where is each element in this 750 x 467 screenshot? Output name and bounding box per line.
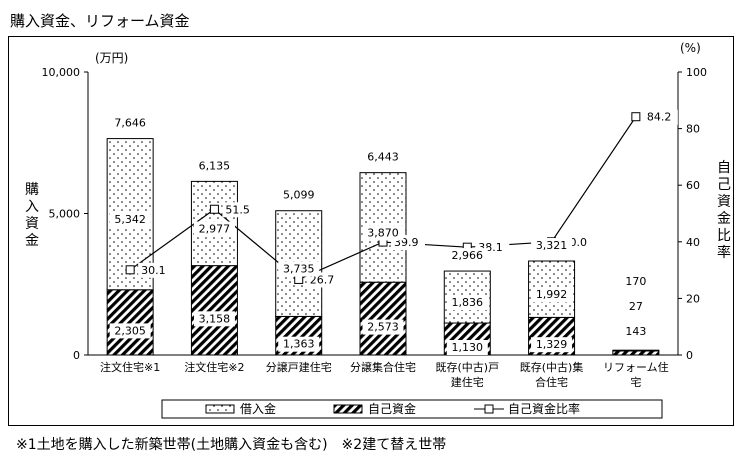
own-funds-label-bg [622, 324, 650, 339]
bar-loan [612, 349, 660, 352]
total-label: 6,135 [199, 159, 231, 172]
y-left-tick-label: 0 [73, 349, 80, 362]
loan-label: 27 [629, 300, 643, 313]
y-left-tick-label: 5,000 [49, 208, 81, 221]
total-label-bg [622, 274, 650, 289]
loan-label-bg [193, 221, 235, 237]
legend-label-own-funds: 自己資金 [368, 401, 416, 416]
y-left-label: 購入資金 [25, 182, 39, 249]
chart-frame [8, 36, 734, 426]
footnote: ※1土地を購入した新築世帯(土地購入資金も含む) ※2建て替え世帯 [16, 437, 447, 453]
ratio-label: 51.5 [225, 203, 250, 216]
own-funds-label: 143 [625, 325, 646, 338]
category-label: 既存(中古)集 [520, 360, 584, 374]
loan-label: 1,992 [536, 288, 568, 301]
legend-swatch-loan [205, 404, 235, 414]
ratio-marker [294, 274, 304, 284]
category-label: 注文住宅※1 [100, 360, 160, 374]
category-label: 既存(中古)戸 [435, 360, 499, 374]
own-funds-label: 1,130 [452, 341, 484, 354]
own-funds-label: 2,305 [114, 324, 146, 337]
total-label: 2,966 [452, 249, 484, 262]
total-label-bg [278, 187, 320, 203]
category-label: 分譲集合住宅 [350, 360, 416, 374]
total-label: 170 [625, 275, 646, 288]
legend-label-ratio: 自己資金比率 [508, 401, 580, 416]
total-label-bg [531, 238, 573, 254]
own-funds-label: 1,363 [283, 338, 315, 351]
category-label: リフォーム住 [603, 360, 669, 374]
bar-own-funds [190, 265, 238, 356]
total-label-bg [193, 158, 235, 174]
y-left-unit: (万円) [95, 51, 128, 65]
y-left-tick-label: 10,000 [42, 66, 81, 79]
ratio-label: 30.1 [141, 264, 166, 277]
bar-own-funds [106, 289, 154, 356]
own-funds-label: 3,158 [199, 312, 231, 325]
legend-swatch-own-funds [333, 404, 363, 414]
loan-label-bg [446, 295, 488, 311]
legend-swatch-ratio-marker [484, 404, 494, 414]
loan-label: 3,735 [283, 263, 315, 276]
own-funds-label: 1,329 [536, 338, 568, 351]
own-funds-label: 2,573 [367, 321, 399, 334]
y-right-unit: (%) [680, 41, 701, 55]
bar-own-funds [359, 281, 407, 356]
own-funds-label-bg [531, 337, 573, 353]
loan-label-bg [109, 212, 151, 228]
loan-label: 5,342 [114, 213, 146, 226]
ratio-label: 84.2 [647, 111, 672, 124]
category-label: 宅 [630, 375, 641, 389]
y-right-tick-label: 0 [686, 349, 693, 362]
loan-label-bg [362, 225, 404, 241]
loan-label-bg [531, 287, 573, 303]
ratio-label: 26.7 [310, 273, 335, 286]
y-right-tick-label: 100 [686, 66, 707, 79]
own-funds-label-bg [362, 319, 404, 335]
total-label: 3,321 [536, 239, 568, 252]
category-label: 建住宅 [451, 375, 484, 389]
category-label: 合住宅 [535, 375, 568, 389]
bar-own-funds [612, 350, 660, 356]
ratio-label-bg [222, 202, 257, 218]
category-label: 注文住宅※2 [184, 360, 244, 374]
own-funds-label-bg [278, 336, 320, 352]
total-label-bg [362, 149, 404, 165]
total-label-bg [446, 248, 488, 264]
page-title: 購入資金、リフォーム資金 [10, 12, 190, 30]
total-label: 6,443 [367, 151, 399, 164]
legend-label-loan: 借入金 [240, 401, 276, 416]
loan-label-bg [278, 261, 320, 277]
ratio-label-bg [643, 109, 678, 125]
loan-label: 3,870 [367, 226, 399, 239]
total-label: 7,646 [114, 117, 146, 130]
loan-label: 2,977 [199, 223, 231, 236]
y-right-tick-label: 20 [686, 292, 700, 305]
loan-label-bg [625, 299, 646, 314]
legend-box [161, 399, 663, 419]
ratio-label-bg [138, 262, 173, 278]
y-right-tick-label: 60 [686, 179, 700, 192]
total-label-bg [109, 115, 151, 131]
ratio-marker [125, 265, 135, 275]
total-label: 5,099 [283, 189, 315, 202]
own-funds-label-bg [446, 340, 488, 356]
y-right-tick-label: 80 [686, 123, 700, 136]
ratio-marker [209, 204, 219, 214]
y-right-label: 自己資金比率 [717, 160, 731, 261]
own-funds-label-bg [193, 311, 235, 327]
own-funds-label-bg [109, 323, 151, 339]
loan-label: 1,836 [452, 296, 484, 309]
y-right-tick-label: 40 [686, 236, 700, 249]
ratio-marker [631, 112, 641, 122]
category-label: 分譲戸建住宅 [266, 360, 332, 374]
